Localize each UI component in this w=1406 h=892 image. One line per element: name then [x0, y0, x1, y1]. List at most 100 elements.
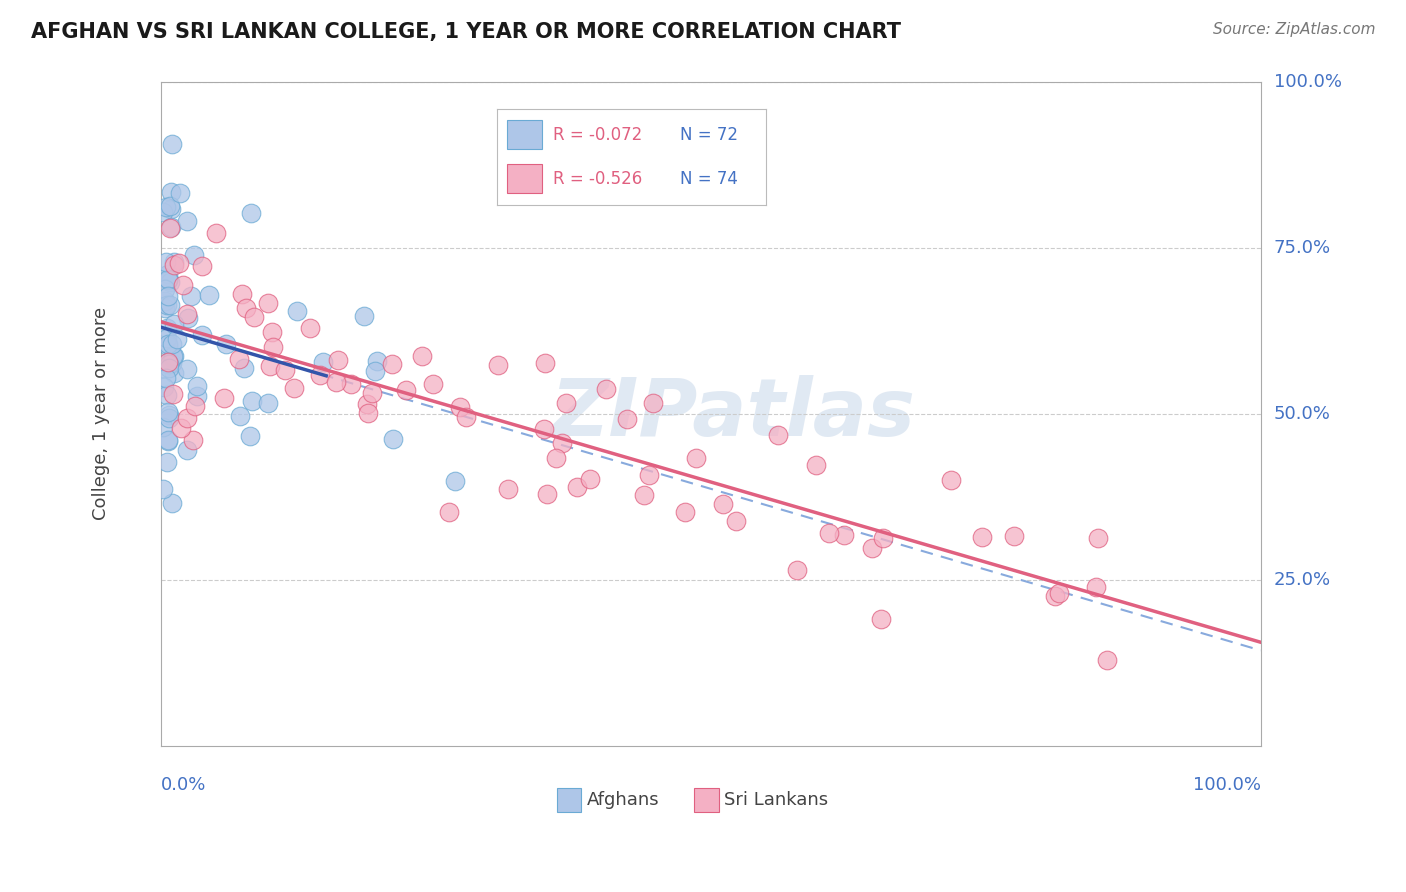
Point	[153, 293, 176, 308]
Point	[257, 396, 280, 410]
Point	[312, 355, 335, 369]
Point	[637, 467, 659, 482]
Point	[159, 221, 181, 235]
Point	[673, 505, 696, 519]
Point	[356, 397, 378, 411]
Point	[162, 337, 184, 351]
Point	[155, 200, 177, 214]
Point	[156, 331, 179, 345]
Point	[239, 429, 262, 443]
Point	[259, 359, 281, 374]
Text: 50.0%: 50.0%	[1274, 405, 1331, 423]
Point	[256, 296, 278, 310]
Point	[496, 483, 519, 497]
Point	[395, 383, 418, 397]
Point	[860, 541, 883, 555]
Bar	[695, 789, 718, 813]
Point	[285, 303, 308, 318]
Point	[550, 435, 572, 450]
Point	[235, 301, 257, 315]
Point	[340, 376, 363, 391]
Point	[260, 325, 283, 339]
Point	[449, 400, 471, 414]
Text: Sri Lankans: Sri Lankans	[724, 791, 828, 809]
Point	[536, 487, 558, 501]
Point	[240, 394, 263, 409]
Point	[157, 360, 180, 375]
Point	[233, 361, 256, 376]
Point	[162, 349, 184, 363]
Point	[172, 278, 194, 293]
Point	[565, 480, 588, 494]
Point	[1045, 589, 1067, 603]
Point	[364, 364, 387, 378]
Point	[156, 388, 179, 402]
Point	[163, 317, 186, 331]
Point	[157, 357, 180, 371]
Point	[156, 455, 179, 469]
Point	[156, 267, 179, 281]
Point	[231, 286, 253, 301]
Point	[205, 227, 228, 241]
Point	[486, 358, 509, 372]
Point	[156, 298, 179, 312]
Point	[152, 419, 174, 434]
Point	[422, 376, 444, 391]
Point	[169, 421, 191, 435]
Point	[152, 205, 174, 219]
Point	[685, 450, 707, 465]
Point	[152, 361, 174, 376]
Point	[366, 354, 388, 368]
Text: College, 1 year or more: College, 1 year or more	[91, 308, 110, 521]
Point	[229, 409, 252, 423]
Point	[156, 339, 179, 353]
Point	[159, 202, 181, 217]
Point	[326, 352, 349, 367]
Point	[157, 272, 180, 286]
Point	[1087, 532, 1109, 546]
Point	[160, 356, 183, 370]
Point	[186, 389, 208, 403]
Point	[176, 410, 198, 425]
Text: Afghans: Afghans	[586, 791, 659, 809]
Point	[153, 380, 176, 394]
Point	[157, 433, 180, 447]
Point	[156, 321, 179, 335]
Point	[180, 289, 202, 303]
Point	[162, 351, 184, 365]
Point	[184, 400, 207, 414]
Point	[155, 370, 177, 384]
Point	[273, 363, 295, 377]
Point	[360, 386, 382, 401]
Point	[804, 458, 827, 472]
Text: 25.0%: 25.0%	[1274, 571, 1331, 589]
Point	[186, 379, 208, 393]
Point	[155, 255, 177, 269]
Point	[152, 483, 174, 497]
Point	[283, 381, 305, 395]
Point	[869, 612, 891, 626]
Point	[325, 375, 347, 389]
Point	[176, 310, 198, 325]
Point	[872, 531, 894, 545]
Bar	[557, 789, 581, 813]
Point	[156, 288, 179, 302]
Point	[181, 433, 204, 447]
Point	[711, 497, 734, 511]
Point	[155, 356, 177, 370]
Point	[454, 410, 477, 425]
Point	[176, 213, 198, 227]
Text: Source: ZipAtlas.com: Source: ZipAtlas.com	[1212, 22, 1375, 37]
Point	[163, 255, 186, 269]
Point	[176, 361, 198, 376]
Point	[157, 273, 180, 287]
Text: 100.0%: 100.0%	[1274, 73, 1341, 91]
Point	[939, 473, 962, 487]
Point	[156, 405, 179, 419]
Point	[786, 563, 808, 577]
Point	[162, 387, 184, 401]
Point	[163, 366, 186, 380]
Point	[262, 340, 284, 354]
Point	[381, 358, 404, 372]
Point	[160, 136, 183, 151]
